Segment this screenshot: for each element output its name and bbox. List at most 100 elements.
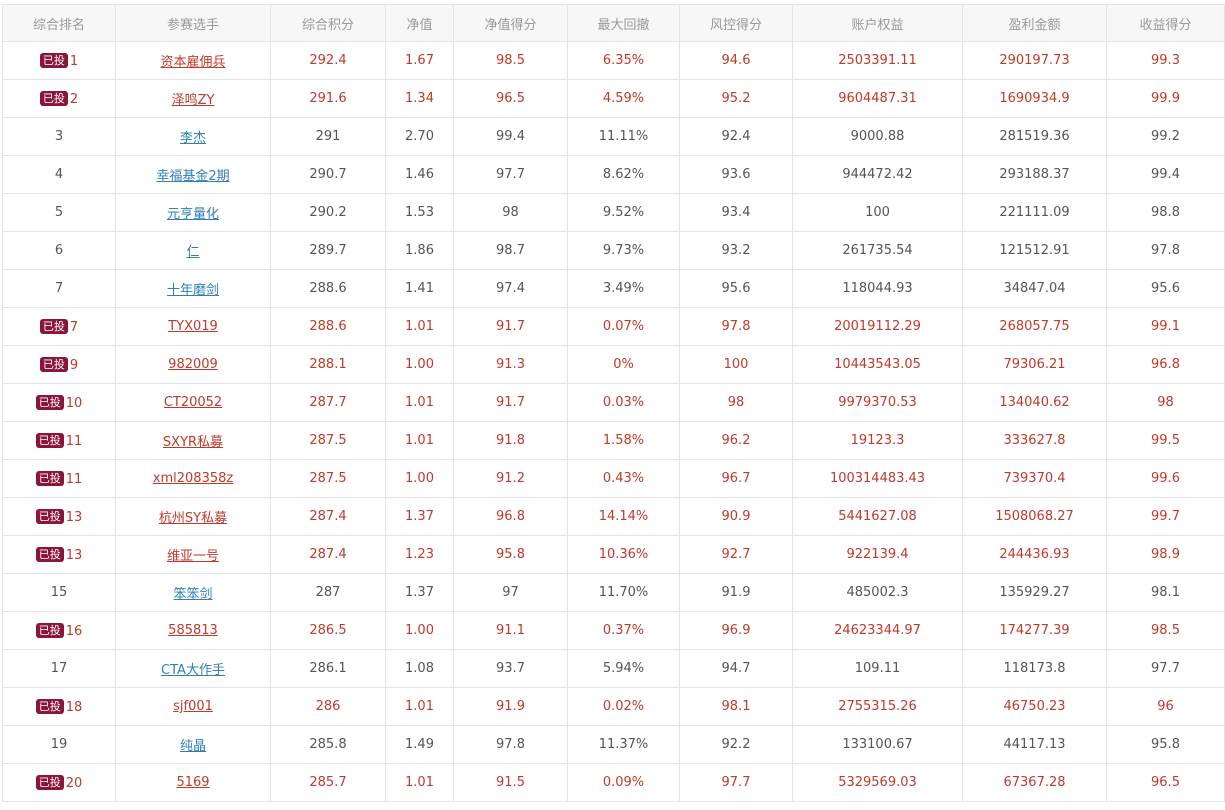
equity-cell: 19123.3 xyxy=(792,421,963,460)
player-link[interactable]: 笨笨剑 xyxy=(173,587,213,602)
header-equity[interactable]: 账户权益 xyxy=(792,4,963,42)
player-link[interactable]: 982009 xyxy=(168,357,218,372)
max-drawdown-cell: 0.43% xyxy=(567,459,680,498)
rank-cell: 17 xyxy=(2,649,116,688)
header-profit[interactable]: 盈利金额 xyxy=(962,4,1107,42)
equity-cell: 261735.54 xyxy=(792,231,963,270)
return-score-cell: 99.9 xyxy=(1106,79,1225,118)
equity-cell: 2755315.26 xyxy=(792,687,963,726)
equity-cell: 9979370.53 xyxy=(792,383,963,422)
header-score[interactable]: 综合积分 xyxy=(270,4,386,42)
nav-cell: 2.70 xyxy=(385,117,454,156)
player-cell: 维亚一号 xyxy=(115,535,271,574)
ranking-table: 综合排名 参赛选手 综合积分 净值 净值得分 最大回撤 风控得分 账户权益 盈利… xyxy=(2,4,1225,802)
risk-score-cell: 92.7 xyxy=(679,535,793,574)
score-cell: 286.5 xyxy=(270,611,386,650)
player-link[interactable]: CTA大作手 xyxy=(161,663,225,678)
invested-badge: 已投 xyxy=(35,470,64,486)
player-cell: 李杰 xyxy=(115,117,271,156)
header-rank[interactable]: 综合排名 xyxy=(2,4,116,42)
risk-score-cell: 100 xyxy=(679,345,793,384)
nav-cell: 1.41 xyxy=(385,269,454,308)
player-link[interactable]: 元亨量化 xyxy=(166,207,219,222)
table-row: 已投 10 CT20052 287.7 1.01 91.7 0.03% 98 9979370.5… xyxy=(2,383,1225,422)
header-nav-score[interactable]: 净值得分 xyxy=(453,4,568,42)
player-link[interactable]: 资本雇佣兵 xyxy=(160,55,226,70)
player-cell: 纯晶 xyxy=(115,725,271,764)
player-link[interactable]: 5169 xyxy=(176,775,210,790)
player-cell: xml208358z xyxy=(115,459,271,498)
player-link[interactable]: TYX019 xyxy=(168,319,218,334)
player-link[interactable]: SXYR私募 xyxy=(162,435,224,450)
table-row: 已投 11 SXYR私募 287.5 1.01 91.8 1.58% 96.2 19123.3 3… xyxy=(2,421,1225,460)
rank-value: 16 xyxy=(65,623,83,639)
nav-cell: 1.34 xyxy=(385,79,454,118)
header-risk-score[interactable]: 风控得分 xyxy=(679,4,793,42)
player-link[interactable]: CT20052 xyxy=(163,395,223,410)
rank-cell: 已投 18 xyxy=(2,687,116,726)
rank-cell: 4 xyxy=(2,155,116,194)
nav-cell: 1.37 xyxy=(385,497,454,536)
profit-cell: 34847.04 xyxy=(962,269,1107,308)
rank-cell: 已投 13 xyxy=(2,497,116,536)
invested-badge: 已投 xyxy=(35,774,64,790)
risk-score-cell: 97.8 xyxy=(679,307,793,346)
rank-value: 7 xyxy=(69,319,79,335)
rank-value: 13 xyxy=(65,509,83,525)
table-body: 已投 1 资本雇佣兵 292.4 1.67 98.5 6.35% 94.6 2503391.11… xyxy=(2,41,1225,802)
invested-badge: 已投 xyxy=(35,698,64,714)
player-link[interactable]: 仁 xyxy=(186,245,200,260)
score-cell: 287.4 xyxy=(270,497,386,536)
rank-cell: 已投 13 xyxy=(2,535,116,574)
table-row: 7 十年磨剑 288.6 1.41 97.4 3.49% 95.6 118044.93 3484… xyxy=(2,269,1225,308)
max-drawdown-cell: 6.35% xyxy=(567,41,680,80)
player-link[interactable]: 幸福基金2期 xyxy=(156,169,230,184)
max-drawdown-cell: 0.09% xyxy=(567,763,680,802)
profit-cell: 1690934.9 xyxy=(962,79,1107,118)
equity-cell: 485002.3 xyxy=(792,573,963,612)
table-row: 5 元亨量化 290.2 1.53 98 9.52% 93.4 100 221111.09 98.… xyxy=(2,193,1225,232)
player-link[interactable]: 李杰 xyxy=(179,131,206,146)
player-link[interactable]: sjf001 xyxy=(173,699,213,714)
return-score-cell: 96.8 xyxy=(1106,345,1225,384)
header-nav[interactable]: 净值 xyxy=(385,4,454,42)
nav-score-cell: 98.7 xyxy=(453,231,568,270)
header-return-score[interactable]: 收益得分 xyxy=(1106,4,1225,42)
nav-score-cell: 98 xyxy=(453,193,568,232)
max-drawdown-cell: 1.58% xyxy=(567,421,680,460)
player-link[interactable]: 585813 xyxy=(168,623,218,638)
player-link[interactable]: 泽鸣ZY xyxy=(171,93,215,108)
equity-cell: 24623344.97 xyxy=(792,611,963,650)
rank-value: 9 xyxy=(69,357,79,373)
risk-score-cell: 93.2 xyxy=(679,231,793,270)
rank-cell: 3 xyxy=(2,117,116,156)
player-cell: SXYR私募 xyxy=(115,421,271,460)
risk-score-cell: 96.7 xyxy=(679,459,793,498)
risk-score-cell: 93.4 xyxy=(679,193,793,232)
equity-cell: 10443543.05 xyxy=(792,345,963,384)
score-cell: 290.2 xyxy=(270,193,386,232)
player-link[interactable]: 维亚一号 xyxy=(166,549,219,564)
header-player[interactable]: 参赛选手 xyxy=(115,4,271,42)
table-row: 已投 16 585813 286.5 1.00 91.1 0.37% 96.9 24623344… xyxy=(2,611,1225,650)
score-cell: 287.4 xyxy=(270,535,386,574)
risk-score-cell: 96.9 xyxy=(679,611,793,650)
player-cell: 杭州SY私募 xyxy=(115,497,271,536)
invested-badge: 已投 xyxy=(35,394,64,410)
risk-score-cell: 92.4 xyxy=(679,117,793,156)
rank-cell: 已投 20 xyxy=(2,763,116,802)
profit-cell: 79306.21 xyxy=(962,345,1107,384)
player-link[interactable]: 杭州SY私募 xyxy=(158,511,228,526)
table-row: 6 仁 289.7 1.86 98.7 9.73% 93.2 261735.54 121512.… xyxy=(2,231,1225,270)
return-score-cell: 99.5 xyxy=(1106,421,1225,460)
return-score-cell: 96.5 xyxy=(1106,763,1225,802)
invested-badge: 已投 xyxy=(39,318,68,334)
player-link[interactable]: 纯晶 xyxy=(179,739,206,754)
header-max-drawdown[interactable]: 最大回撤 xyxy=(567,4,680,42)
max-drawdown-cell: 3.49% xyxy=(567,269,680,308)
score-cell: 286 xyxy=(270,687,386,726)
player-link[interactable]: 十年磨剑 xyxy=(166,283,219,298)
player-cell: 585813 xyxy=(115,611,271,650)
player-link[interactable]: xml208358z xyxy=(152,471,234,486)
invested-badge: 已投 xyxy=(35,432,64,448)
